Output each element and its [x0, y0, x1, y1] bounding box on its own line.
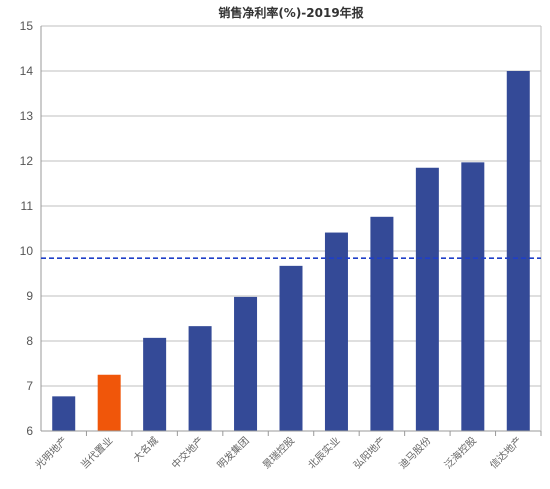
- chart-title: 销售净利率(%)-2019年报: [218, 5, 363, 20]
- x-tick-label: 光明地产: [32, 434, 69, 471]
- y-tick-label: 12: [20, 154, 34, 168]
- x-tick-label: 迪马股份: [397, 435, 434, 472]
- bar: [97, 374, 121, 431]
- bar: [461, 162, 485, 431]
- bar: [370, 216, 394, 431]
- bar: [52, 396, 76, 431]
- bar: [188, 326, 212, 431]
- x-tick-label: 弘阳地产: [351, 434, 388, 471]
- y-tick-label: 11: [21, 199, 34, 213]
- y-tick-label: 15: [20, 19, 34, 33]
- bar: [143, 337, 167, 431]
- bar: [234, 296, 258, 431]
- x-tick-label: 景瑞控股: [260, 434, 297, 471]
- y-tick-label: 6: [26, 424, 33, 438]
- x-tick-label: 中交地产: [169, 434, 206, 471]
- x-tick-label: 信达地产: [487, 434, 524, 471]
- x-tick-label: 北辰实业: [305, 434, 342, 471]
- x-tick-label: 泛海控股: [441, 434, 478, 471]
- y-tick-label: 9: [26, 289, 33, 303]
- bar: [506, 71, 530, 431]
- bar: [324, 232, 348, 431]
- bar: [415, 167, 439, 431]
- bar: [279, 265, 303, 431]
- y-tick-label: 10: [20, 244, 34, 258]
- x-tick-label: 大名城: [130, 434, 160, 464]
- y-tick-label: 8: [26, 334, 33, 348]
- x-tick-label: 当代置业: [78, 434, 115, 471]
- y-tick-label: 14: [20, 64, 34, 78]
- y-tick-label: 7: [26, 379, 33, 393]
- y-tick-label: 13: [20, 109, 34, 123]
- x-tick-label: 明发集团: [214, 434, 251, 471]
